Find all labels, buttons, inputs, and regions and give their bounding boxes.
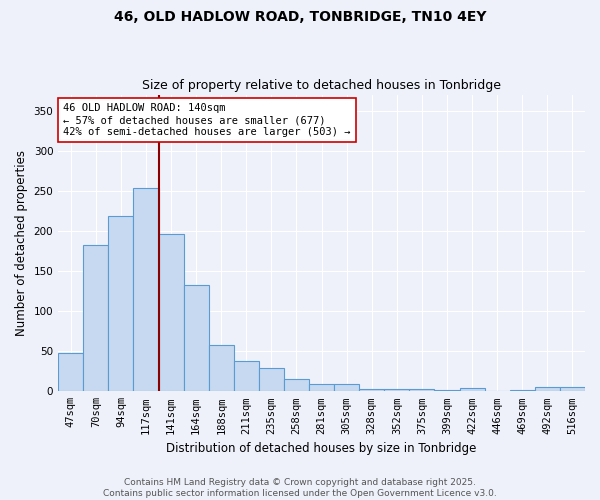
X-axis label: Distribution of detached houses by size in Tonbridge: Distribution of detached houses by size … [166, 442, 477, 455]
Bar [359, 389, 385, 392]
Bar [460, 388, 485, 392]
Bar [309, 384, 334, 392]
Bar [535, 388, 560, 392]
Text: Contains HM Land Registry data © Crown copyright and database right 2025.
Contai: Contains HM Land Registry data © Crown c… [103, 478, 497, 498]
Bar [485, 390, 510, 392]
Bar [58, 353, 83, 392]
Bar [284, 380, 309, 392]
Bar [560, 388, 585, 392]
Bar [109, 216, 133, 392]
Bar [209, 345, 234, 392]
Bar [434, 390, 460, 392]
Bar [184, 284, 209, 392]
Bar [259, 368, 284, 392]
Bar [334, 384, 359, 392]
Title: Size of property relative to detached houses in Tonbridge: Size of property relative to detached ho… [142, 79, 501, 92]
Bar [409, 389, 434, 392]
Text: 46, OLD HADLOW ROAD, TONBRIDGE, TN10 4EY: 46, OLD HADLOW ROAD, TONBRIDGE, TN10 4EY [114, 10, 486, 24]
Bar [133, 188, 158, 392]
Bar [234, 361, 259, 392]
Bar [83, 244, 109, 392]
Bar [158, 234, 184, 392]
Y-axis label: Number of detached properties: Number of detached properties [15, 150, 28, 336]
Bar [510, 390, 535, 392]
Text: 46 OLD HADLOW ROAD: 140sqm
← 57% of detached houses are smaller (677)
42% of sem: 46 OLD HADLOW ROAD: 140sqm ← 57% of deta… [64, 104, 351, 136]
Bar [385, 389, 409, 392]
